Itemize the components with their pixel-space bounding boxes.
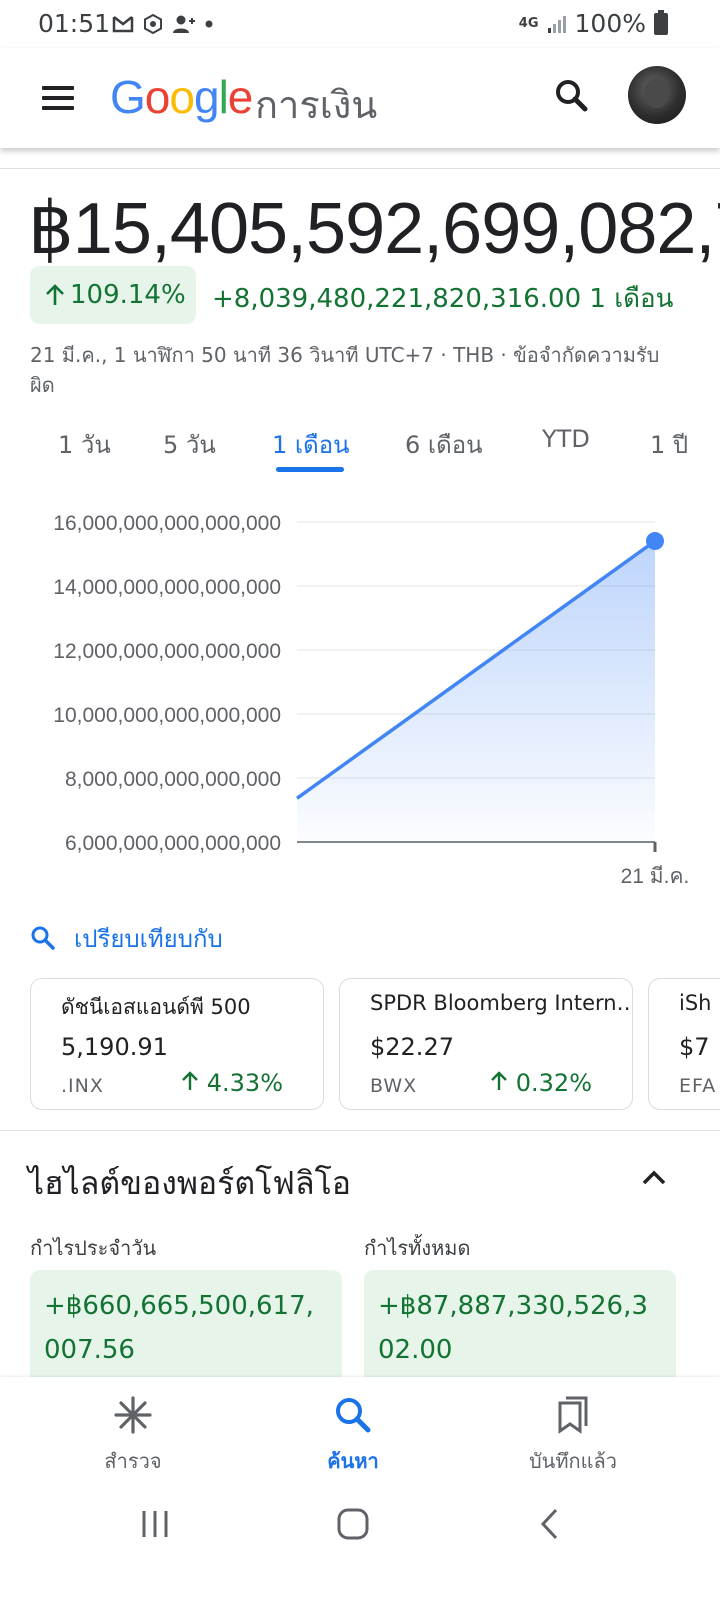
y-tick-label: 8,000,000,000,000,000 [65, 768, 281, 791]
compare-card[interactable]: ดัชนีเอสแอนด์พี 500 5,190.91 .INX 4.33% [30, 978, 324, 1110]
bookmarks-icon [558, 1396, 588, 1434]
daily-gain-label: กำไรประจำวัน [30, 1236, 157, 1260]
google-logo[interactable]: Google [110, 71, 253, 123]
arrow-up-icon [491, 1071, 507, 1090]
y-tick-label: 10,000,000,000,000,000 [53, 704, 281, 727]
y-tick-label: 14,000,000,000,000,000 [53, 576, 281, 599]
recent-apps-button[interactable] [138, 1509, 172, 1539]
change-percent-chip: 109.14% [30, 266, 196, 324]
search-icon [31, 926, 55, 950]
nav-label: ค้นหา [327, 1449, 379, 1473]
compare-card[interactable]: SPDR Bloomberg Intern… $22.27 BWX 0.32% [339, 978, 633, 1110]
search-icon [556, 80, 588, 112]
system-navigation [0, 1487, 720, 1600]
daily-gain-value: +฿660,665,500,617,007.56 [30, 1270, 342, 1390]
divider [0, 168, 720, 169]
quote-meta: 21 มี.ค., 1 นาฬิกา 50 นาที 36 วินาที UTC… [30, 343, 660, 397]
app-notification-icon [144, 14, 162, 34]
status-right: 4G 100% [519, 9, 670, 38]
card-price: $7 [679, 1033, 710, 1061]
notification-icons [112, 12, 213, 36]
nav-label: สำรวจ [104, 1449, 162, 1473]
tab-6-month[interactable]: 6 เดือน [405, 431, 483, 459]
tab-1-year[interactable]: 1 ปี [650, 431, 689, 459]
y-tick-label: 16,000,000,000,000,000 [53, 512, 281, 535]
battery-percent: 100% [574, 9, 646, 38]
search-button[interactable] [550, 74, 594, 118]
chevron-up-icon [642, 1170, 666, 1185]
menu-button[interactable] [38, 80, 78, 116]
status-bar: 01:51 4G 100% [0, 0, 720, 48]
compare-card[interactable]: iSh $7 EFA [648, 978, 720, 1110]
divider [0, 1130, 720, 1131]
y-tick-label: 12,000,000,000,000,000 [53, 640, 281, 663]
range-tabs: 1 วัน 5 วัน 1 เดือน 6 เดือน YTD 1 ปี [0, 425, 720, 475]
collapse-button[interactable] [636, 1160, 672, 1196]
card-ticker: BWX [370, 1075, 418, 1097]
card-name: SPDR Bloomberg Intern… [370, 991, 633, 1015]
total-gain-value: +฿87,887,330,526,302.00 [364, 1270, 676, 1390]
signal-icon [547, 15, 566, 33]
card-name: iSh [679, 991, 712, 1015]
home-button[interactable] [336, 1507, 370, 1541]
tab-1-day[interactable]: 1 วัน [58, 431, 111, 459]
price-chart[interactable]: 6,000,000,000,000,000 8,000,000,000,000,0… [0, 500, 720, 900]
chart-svg: 6,000,000,000,000,000 8,000,000,000,000,0… [53, 512, 690, 888]
search-icon [336, 1398, 371, 1433]
card-change: 4.33% [181, 1069, 283, 1097]
card-price: 5,190.91 [61, 1033, 168, 1061]
card-change: 0.32% [490, 1069, 592, 1097]
total-gain-label: กำไรทั้งหมด [364, 1236, 471, 1260]
compare-label: เปรียบเทียบกับ [74, 924, 223, 953]
account-avatar[interactable] [628, 66, 686, 124]
nav-search[interactable]: ค้นหา [278, 1395, 428, 1477]
card-ticker: EFA [679, 1075, 717, 1097]
battery-icon [654, 10, 668, 35]
nav-explore[interactable]: สำรวจ [58, 1395, 208, 1477]
tab-5-day[interactable]: 5 วัน [163, 431, 216, 459]
change-value: +8,039,480,221,820,316.00 1 เดือน [212, 284, 674, 314]
change-percent: 109.14% [70, 280, 186, 310]
back-button[interactable] [538, 1507, 562, 1541]
x-tick-label: 21 มี.ค. [621, 865, 690, 888]
arrow-up-icon [182, 1071, 198, 1090]
status-time: 01:51 [38, 9, 111, 38]
y-tick-label: 6,000,000,000,000,000 [65, 832, 281, 855]
gmail-icon [112, 16, 134, 33]
card-price: $22.27 [370, 1033, 454, 1061]
price-value: ฿15,405,592,699,082,72 [28, 189, 720, 269]
card-name: ดัชนีเอสแอนด์พี 500 [61, 995, 251, 1019]
series-line [295, 539, 657, 800]
tab-ytd[interactable]: YTD [542, 425, 590, 453]
nav-saved[interactable]: บันทึกแล้ว [498, 1395, 648, 1477]
series-area [297, 541, 655, 842]
compare-link[interactable]: เปรียบเทียบกับ [30, 920, 223, 956]
active-tab-indicator [276, 467, 344, 472]
person-add-icon [173, 15, 195, 33]
network-type: 4G [518, 15, 539, 31]
explore-icon [114, 1396, 152, 1434]
nav-label: บันทึกแล้ว [528, 1449, 618, 1473]
bottom-navigation: สำรวจ ค้นหา บันทึกแล้ว [0, 1377, 720, 1487]
card-ticker: .INX [61, 1075, 104, 1097]
card-change-value: 0.32% [515, 1069, 592, 1097]
card-change-value: 4.33% [206, 1069, 283, 1097]
portfolio-title: ไฮไลต์ของพอร์ตโฟลิโอ [28, 1164, 351, 1202]
arrow-up-icon [46, 284, 64, 305]
more-notifications-dot [205, 20, 213, 28]
app-bar: Google การเงิน [0, 48, 720, 148]
data-point-current [646, 532, 664, 551]
tab-1-month[interactable]: 1 เดือน [272, 431, 350, 459]
product-name: การเงิน [255, 83, 378, 127]
